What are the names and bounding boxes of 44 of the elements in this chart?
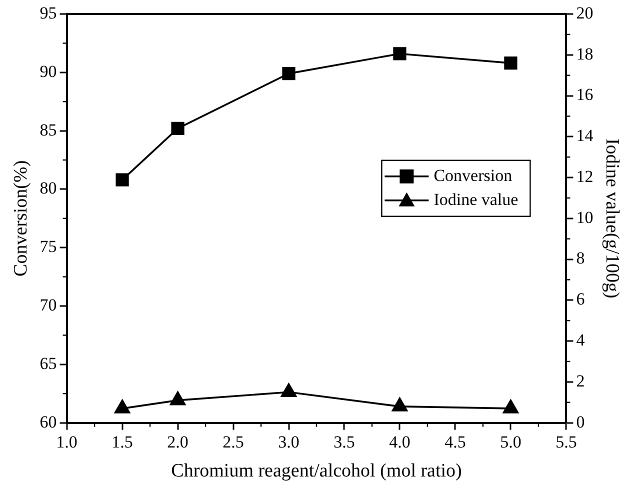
point	[502, 400, 519, 414]
y2-tick-label: 2	[576, 371, 585, 390]
x-tick-label: 1.0	[56, 432, 78, 452]
point	[393, 47, 406, 60]
y-tick-label: 85	[40, 120, 57, 140]
point	[114, 400, 130, 414]
y2-tick-label: 18	[576, 44, 594, 64]
x-tick-label: 2.0	[167, 432, 188, 452]
y2-tick-label: 20	[576, 3, 594, 22]
point	[116, 173, 129, 186]
x-axis-title: Chromium reagent/alcohol (mol ratio)	[171, 460, 462, 482]
x-tick-label: 5.0	[500, 432, 522, 452]
y-tick-label: 60	[40, 412, 57, 432]
y2-tick-label: 16	[576, 85, 594, 104]
x-tick-label: 4.5	[444, 432, 466, 452]
point	[392, 398, 408, 412]
y2-tick-label: 8	[576, 248, 585, 268]
y2-tick-label: 4	[576, 330, 586, 350]
point	[280, 383, 297, 398]
y-tick-label: 90	[40, 62, 57, 81]
x-tick-label: 3.5	[334, 432, 355, 452]
y-tick-label: 70	[40, 295, 57, 314]
x-tick-label: 1.5	[112, 432, 133, 452]
x-tick-label: 2.5	[222, 432, 244, 452]
y-axis-title: Conversion(%)	[10, 160, 32, 276]
y-tick-label: 80	[40, 178, 57, 198]
y2-tick-label: 6	[576, 290, 585, 309]
y-tick-label: 95	[40, 3, 57, 22]
y-tick-label: 75	[40, 237, 57, 256]
y2-tick-label: 0	[576, 412, 585, 432]
legend-label: Iodine value	[434, 190, 518, 209]
x-tick-label: 5.5	[556, 432, 577, 452]
point	[504, 56, 518, 70]
y-tick-label: 65	[40, 354, 57, 373]
point	[170, 391, 186, 406]
x-tick-label: 3.0	[278, 432, 300, 452]
x-tick-label: 4.0	[389, 432, 410, 452]
y2-tick-label: 10	[576, 208, 594, 227]
point	[282, 67, 296, 80]
legend-label: Conversion	[434, 166, 513, 185]
y2-tick-label: 14	[576, 126, 594, 146]
point	[171, 122, 184, 136]
y2-tick-label: 12	[576, 166, 594, 186]
y2-axis-title: Iodine value(g/100g)	[602, 138, 623, 298]
